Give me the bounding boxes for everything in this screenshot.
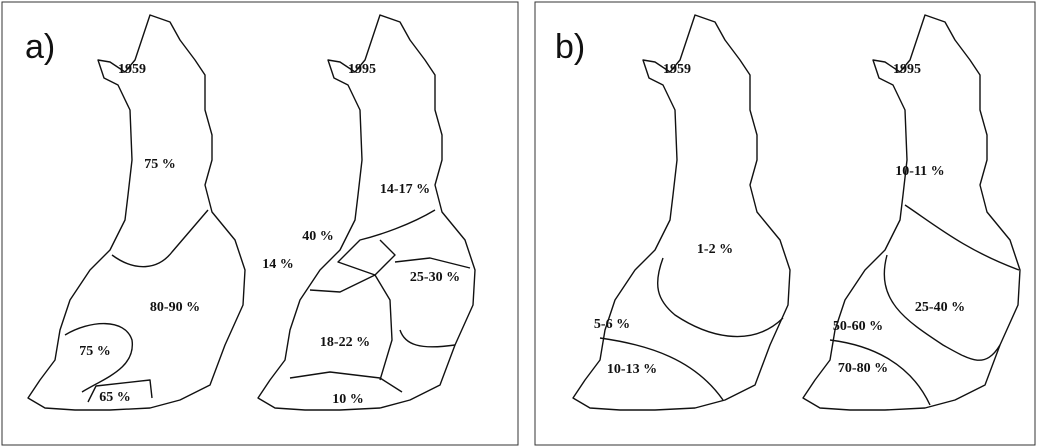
region-border <box>111 209 209 268</box>
map-a-1995 <box>257 14 476 411</box>
map-year: 1959 <box>663 62 691 77</box>
region-border <box>883 254 1001 361</box>
map-a-1959 <box>27 14 246 411</box>
region-label: 18-22 % <box>320 335 370 350</box>
panel-frame <box>1 1 519 446</box>
map-year: 1995 <box>893 62 921 77</box>
region-label: 40 % <box>302 229 334 244</box>
panel-label: a) <box>25 28 55 66</box>
region-label: 10 % <box>332 392 364 407</box>
region-label: 50-60 % <box>833 319 883 334</box>
region-border <box>337 209 436 276</box>
map-b-1959 <box>572 14 791 411</box>
map-year: 1959 <box>118 62 146 77</box>
region-label: 10-11 % <box>895 164 944 179</box>
region-label: 25-40 % <box>915 300 965 315</box>
region-border <box>289 371 403 393</box>
region-label: 5-6 % <box>594 317 630 332</box>
region-border <box>656 257 784 338</box>
region-label: 65 % <box>99 390 131 405</box>
region-label: 14 % <box>262 257 294 272</box>
region-label: 80-90 % <box>150 300 200 315</box>
region-border <box>394 257 471 348</box>
region-label: 75 % <box>144 157 176 172</box>
region-border <box>829 339 931 406</box>
panel-frame <box>534 1 1036 446</box>
map-year: 1995 <box>348 62 376 77</box>
region-border <box>904 204 1020 271</box>
region-border <box>309 274 393 381</box>
region-border <box>599 337 724 401</box>
region-border <box>87 379 153 403</box>
region-label: 1-2 % <box>697 242 733 257</box>
region-label: 25-30 % <box>410 270 460 285</box>
region-label: 10-13 % <box>607 362 657 377</box>
region-label: 75 % <box>79 344 111 359</box>
map-b-1995 <box>802 14 1021 411</box>
region-label: 70-80 % <box>838 361 888 376</box>
labels: a) 1959 75 % 80-90 % 75 % 65 % 1995 14-17 % 40 %… <box>25 28 965 407</box>
panel-label: b) <box>555 28 585 66</box>
region-label: 14-17 % <box>380 182 430 197</box>
region-border <box>64 322 133 393</box>
